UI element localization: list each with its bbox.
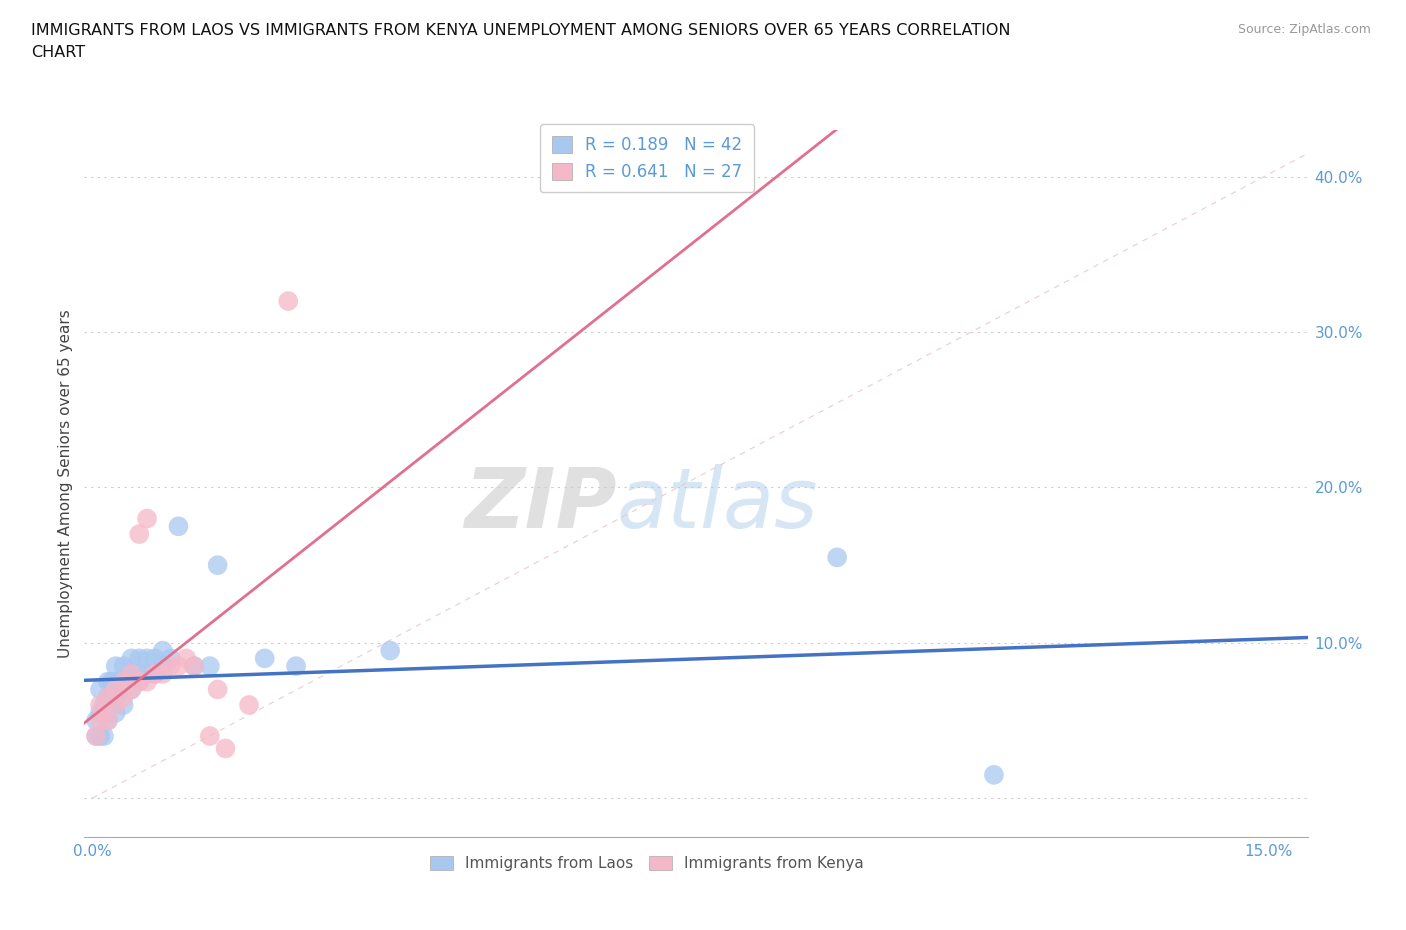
- Point: [128, 667, 150, 682]
- Point: [136, 512, 159, 526]
- Point: [143, 667, 166, 682]
- Point: [207, 682, 229, 697]
- Point: [112, 674, 135, 689]
- Point: [198, 728, 221, 743]
- Point: [120, 682, 142, 697]
- Point: [97, 690, 120, 705]
- Point: [104, 658, 127, 673]
- Point: [97, 713, 120, 728]
- Point: [112, 658, 135, 673]
- Point: [152, 667, 174, 682]
- Y-axis label: Unemployment Among Seniors over 65 years: Unemployment Among Seniors over 65 years: [58, 309, 73, 658]
- Point: [159, 651, 181, 666]
- Point: [104, 690, 127, 705]
- Point: [112, 674, 135, 689]
- Point: [93, 698, 115, 712]
- Point: [128, 651, 150, 666]
- Legend: Immigrants from Laos, Immigrants from Kenya: Immigrants from Laos, Immigrants from Ke…: [423, 848, 872, 879]
- Point: [84, 728, 107, 743]
- Point: [380, 644, 402, 658]
- Point: [128, 674, 150, 689]
- Point: [174, 651, 197, 666]
- Point: [101, 674, 124, 689]
- Point: [112, 690, 135, 705]
- Point: [97, 674, 120, 689]
- Point: [89, 728, 111, 743]
- Point: [207, 558, 229, 573]
- Point: [84, 728, 107, 743]
- Point: [93, 705, 115, 720]
- Point: [104, 682, 127, 697]
- Text: ZIP: ZIP: [464, 464, 616, 545]
- Text: IMMIGRANTS FROM LAOS VS IMMIGRANTS FROM KENYA UNEMPLOYMENT AMONG SENIORS OVER 65: IMMIGRANTS FROM LAOS VS IMMIGRANTS FROM …: [31, 23, 1011, 60]
- Point: [89, 682, 111, 697]
- Point: [825, 550, 848, 565]
- Point: [152, 658, 174, 673]
- Point: [112, 698, 135, 712]
- Point: [120, 667, 142, 682]
- Point: [159, 658, 181, 673]
- Point: [183, 658, 205, 673]
- Point: [238, 698, 260, 712]
- Text: Source: ZipAtlas.com: Source: ZipAtlas.com: [1237, 23, 1371, 36]
- Point: [183, 658, 205, 673]
- Point: [84, 713, 107, 728]
- Point: [101, 698, 124, 712]
- Point: [253, 651, 276, 666]
- Point: [983, 767, 1005, 782]
- Point: [93, 728, 115, 743]
- Point: [143, 667, 166, 682]
- Point: [136, 651, 159, 666]
- Point: [120, 651, 142, 666]
- Point: [89, 713, 111, 728]
- Point: [104, 705, 127, 720]
- Point: [128, 674, 150, 689]
- Point: [120, 682, 142, 697]
- Point: [277, 294, 299, 309]
- Point: [198, 658, 221, 673]
- Point: [108, 682, 131, 697]
- Point: [97, 713, 120, 728]
- Point: [128, 526, 150, 541]
- Point: [89, 705, 111, 720]
- Point: [104, 674, 127, 689]
- Point: [104, 698, 127, 712]
- Point: [136, 667, 159, 682]
- Point: [89, 698, 111, 712]
- Point: [136, 674, 159, 689]
- Point: [97, 690, 120, 705]
- Point: [167, 519, 190, 534]
- Point: [152, 644, 174, 658]
- Point: [143, 651, 166, 666]
- Point: [120, 667, 142, 682]
- Text: atlas: atlas: [616, 464, 818, 545]
- Point: [285, 658, 308, 673]
- Point: [167, 658, 190, 673]
- Point: [214, 741, 236, 756]
